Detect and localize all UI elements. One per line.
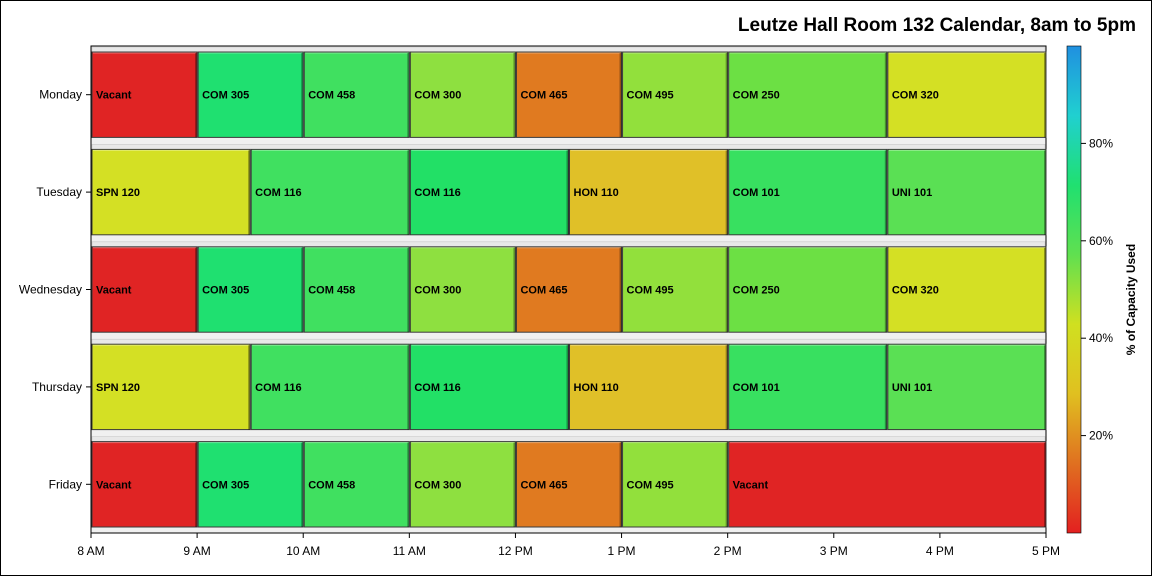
slot-bar	[728, 148, 888, 236]
slot-bar	[91, 343, 251, 431]
slot-bar	[409, 51, 516, 138]
slot-label: COM 465	[520, 90, 567, 102]
slot-bar	[569, 343, 729, 431]
slot-bar	[303, 441, 410, 528]
colorbar-tick-label: 20%	[1089, 429, 1113, 443]
slot-bar	[515, 51, 623, 138]
slot-label: COM 458	[308, 479, 355, 491]
y-tick-label: Monday	[39, 88, 82, 102]
slot-bar	[728, 343, 888, 431]
slot-label: COM 495	[627, 90, 674, 102]
slot-bar	[515, 441, 623, 528]
slot-label: COM 320	[892, 90, 939, 102]
y-tick-label: Tuesday	[36, 185, 82, 199]
slot-label: SPN 120	[96, 382, 140, 394]
x-tick-label: 8 AM	[77, 544, 104, 558]
x-tick-label: 10 AM	[286, 544, 320, 558]
slot-label: COM 458	[308, 285, 355, 297]
x-tick-label: 11 AM	[393, 544, 426, 558]
slot-label: COM 458	[308, 90, 355, 102]
slot-bar	[91, 51, 198, 138]
slot-bar	[197, 441, 304, 528]
slot-bar	[887, 246, 1047, 333]
slot-label: COM 495	[627, 285, 674, 297]
slot-label: Vacant	[96, 90, 132, 102]
x-tick-label: 9 AM	[183, 544, 210, 558]
x-tick-label: 12 PM	[498, 544, 533, 558]
slot-label: COM 465	[520, 285, 567, 297]
x-tick-label: 4 PM	[926, 544, 954, 558]
slot-label: HON 110	[574, 187, 619, 199]
slot-bar	[303, 51, 410, 138]
slot-label: COM 305	[202, 285, 249, 297]
slot-label: COM 116	[414, 382, 460, 394]
slot-label: COM 300	[414, 479, 461, 491]
slot-bar	[303, 246, 410, 333]
slot-bar	[409, 441, 516, 528]
colorbar-label: % of Capacity Used	[1124, 244, 1138, 355]
slot-label: UNI 101	[892, 382, 932, 394]
slot-bar	[91, 441, 198, 528]
slot-label: COM 305	[202, 479, 249, 491]
slot-label: COM 116	[255, 187, 301, 199]
slot-bar	[409, 343, 570, 431]
slot-bar	[887, 51, 1047, 138]
slot-bar	[197, 51, 304, 138]
slot-label: HON 110	[574, 382, 619, 394]
slot-bar	[569, 148, 729, 236]
y-tick-label: Thursday	[32, 380, 82, 394]
slot-bar	[197, 246, 304, 333]
slot-bar	[622, 441, 729, 528]
colorbar-tick-label: 60%	[1089, 234, 1113, 248]
x-tick-label: 3 PM	[820, 544, 848, 558]
colorbar-tick-label: 80%	[1089, 136, 1113, 150]
x-tick-label: 5 PM	[1032, 544, 1060, 558]
colorbar-tick-label: 40%	[1089, 331, 1113, 345]
y-tick-label: Friday	[49, 477, 82, 491]
slot-label: COM 300	[414, 285, 461, 297]
slot-label: COM 495	[627, 479, 674, 491]
slot-bar	[91, 148, 251, 236]
slot-bar	[887, 148, 1047, 236]
y-tick-label: Wednesday	[19, 283, 82, 297]
slot-label: SPN 120	[96, 187, 140, 199]
slot-label: Vacant	[96, 285, 132, 297]
slot-label: Vacant	[733, 479, 769, 491]
slot-label: COM 116	[255, 382, 301, 394]
slot-bar	[728, 441, 1047, 528]
slot-bar	[250, 148, 410, 236]
slot-label: COM 116	[414, 187, 460, 199]
slot-bar	[409, 148, 570, 236]
slot-label: UNI 101	[892, 187, 932, 199]
slot-bar	[91, 246, 198, 333]
slot-label: COM 320	[892, 285, 939, 297]
chart-title: Leutze Hall Room 132 Calendar, 8am to 5p…	[737, 15, 1136, 36]
slot-label: COM 300	[414, 90, 461, 102]
slot-label: COM 305	[202, 90, 249, 102]
slot-label: Vacant	[96, 479, 132, 491]
slot-label: COM 250	[733, 90, 780, 102]
slot-bar	[728, 51, 888, 138]
slot-bar	[728, 246, 888, 333]
slot-label: COM 101	[733, 382, 780, 394]
slot-label: COM 465	[520, 479, 567, 491]
slot-label: COM 101	[733, 187, 780, 199]
x-tick-label: 1 PM	[608, 544, 636, 558]
slot-bar	[409, 246, 516, 333]
x-tick-label: 2 PM	[714, 544, 742, 558]
slot-bar	[887, 343, 1047, 431]
slot-bar	[622, 246, 729, 333]
slot-bar	[250, 343, 410, 431]
slot-bar	[515, 246, 623, 333]
colorbar	[1066, 45, 1082, 534]
slot-label: COM 250	[733, 285, 780, 297]
slot-bar	[622, 51, 729, 138]
